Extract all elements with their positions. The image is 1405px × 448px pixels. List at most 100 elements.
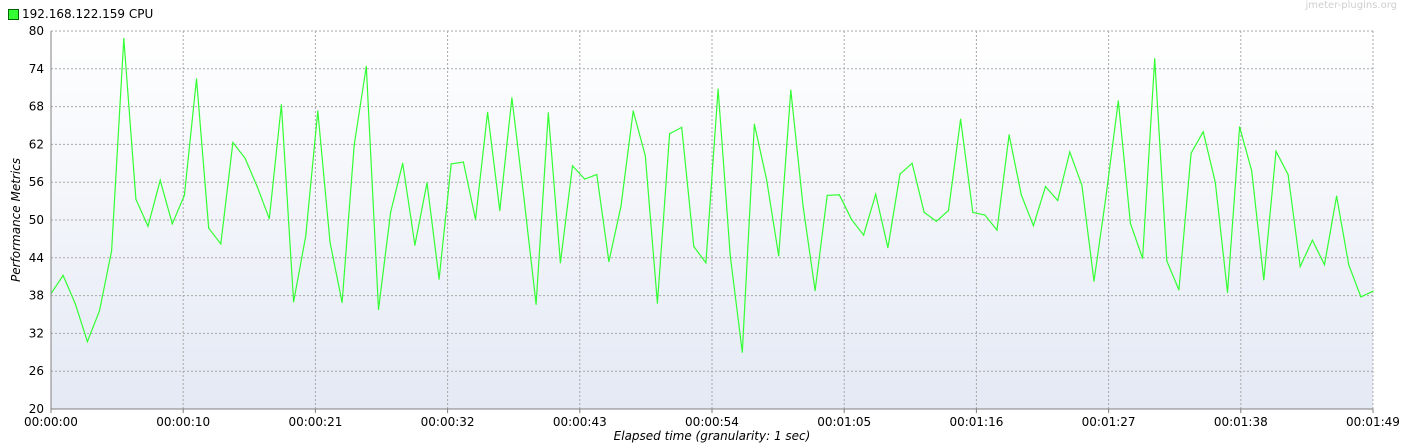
y-tick-label: 74 bbox=[29, 62, 44, 76]
data-point bbox=[511, 97, 513, 99]
data-point bbox=[523, 198, 525, 200]
data-point bbox=[947, 209, 950, 212]
data-point bbox=[98, 310, 101, 312]
legend-label: 192.168.122.159 CPU bbox=[22, 7, 154, 21]
data-point bbox=[1166, 260, 1168, 262]
data-point bbox=[1142, 257, 1144, 259]
data-point bbox=[402, 162, 404, 164]
data-point bbox=[1348, 264, 1350, 266]
x-tick-label: 00:00:00 bbox=[24, 415, 78, 429]
y-tick-label: 32 bbox=[29, 326, 44, 340]
x-tick-label: 00:01:27 bbox=[1082, 415, 1136, 429]
data-point bbox=[256, 186, 258, 188]
y-tick-label: 38 bbox=[29, 289, 44, 303]
data-point bbox=[559, 262, 562, 264]
data-point bbox=[850, 218, 853, 220]
data-point bbox=[741, 351, 743, 353]
data-point bbox=[802, 204, 804, 207]
data-point bbox=[996, 229, 998, 231]
data-point bbox=[1081, 184, 1083, 186]
x-tick-label: 00:00:10 bbox=[156, 415, 210, 429]
data-point bbox=[547, 112, 549, 114]
data-point bbox=[972, 211, 974, 213]
data-point bbox=[1360, 296, 1362, 298]
data-point bbox=[341, 301, 343, 304]
data-point bbox=[365, 65, 367, 67]
watermark: jmeter-plugins.org bbox=[1305, 0, 1397, 11]
data-point bbox=[1044, 186, 1047, 188]
y-tick-label: 44 bbox=[29, 251, 44, 265]
data-point bbox=[159, 179, 161, 181]
x-tick-label: 00:00:43 bbox=[553, 415, 607, 429]
data-point bbox=[171, 223, 173, 225]
data-point bbox=[426, 182, 428, 184]
data-point bbox=[280, 104, 282, 106]
data-point bbox=[1032, 225, 1034, 227]
data-point bbox=[1226, 291, 1229, 293]
series-line bbox=[50, 38, 1374, 353]
data-point bbox=[1129, 222, 1131, 224]
data-point bbox=[535, 303, 537, 305]
y-tick-label: 56 bbox=[29, 175, 44, 189]
data-point bbox=[584, 178, 586, 180]
data-point bbox=[1008, 134, 1010, 136]
data-point bbox=[293, 301, 295, 303]
data-point bbox=[474, 218, 477, 220]
grid bbox=[51, 30, 1374, 409]
data-point bbox=[1287, 174, 1289, 176]
data-point bbox=[390, 211, 392, 213]
data-point bbox=[317, 110, 319, 112]
data-point bbox=[1178, 289, 1180, 291]
data-point bbox=[1214, 181, 1216, 183]
data-point bbox=[729, 254, 731, 256]
data-point bbox=[1299, 266, 1301, 268]
x-tick-label: 00:01:05 bbox=[817, 415, 871, 429]
data-point bbox=[268, 218, 270, 220]
data-point bbox=[1057, 199, 1059, 202]
data-point bbox=[62, 274, 64, 276]
data-point bbox=[183, 194, 185, 196]
data-point bbox=[220, 243, 222, 245]
data-point bbox=[1372, 290, 1374, 292]
data-point bbox=[450, 163, 452, 165]
data-point bbox=[377, 308, 380, 311]
data-point bbox=[753, 123, 756, 125]
data-point bbox=[414, 244, 416, 246]
y-tick-label: 20 bbox=[29, 402, 44, 416]
y-tick-label: 50 bbox=[29, 213, 44, 227]
data-point bbox=[693, 245, 695, 248]
x-tick-label: 00:00:54 bbox=[685, 415, 739, 429]
data-point bbox=[1154, 58, 1156, 60]
x-tick-label: 00:01:38 bbox=[1214, 415, 1268, 429]
data-point bbox=[838, 194, 840, 196]
y-tick-label: 80 bbox=[29, 24, 44, 38]
data-point bbox=[911, 162, 913, 164]
x-tick-label: 00:01:49 bbox=[1346, 415, 1400, 429]
series-group bbox=[50, 38, 1374, 353]
data-point bbox=[669, 133, 671, 135]
data-point bbox=[826, 194, 828, 196]
data-point bbox=[608, 261, 610, 263]
legend-swatch bbox=[8, 8, 19, 20]
data-point bbox=[1020, 194, 1022, 196]
data-point bbox=[74, 303, 76, 305]
y-tick-label: 26 bbox=[29, 364, 44, 378]
data-point bbox=[778, 255, 780, 257]
data-point bbox=[935, 220, 938, 222]
data-point bbox=[208, 227, 210, 229]
y-axis-title: Performance Metrics bbox=[9, 158, 23, 282]
data-point bbox=[1251, 170, 1253, 172]
data-point bbox=[644, 155, 646, 157]
data-point bbox=[353, 144, 355, 146]
data-point bbox=[875, 193, 877, 195]
data-point bbox=[305, 235, 307, 237]
data-point bbox=[1336, 195, 1338, 197]
data-point bbox=[632, 110, 634, 112]
data-point bbox=[923, 211, 925, 213]
data-point bbox=[790, 89, 792, 91]
data-point bbox=[863, 234, 865, 236]
x-tick-label: 00:01:16 bbox=[949, 415, 1003, 429]
data-point bbox=[1239, 126, 1241, 128]
data-point bbox=[705, 262, 707, 264]
